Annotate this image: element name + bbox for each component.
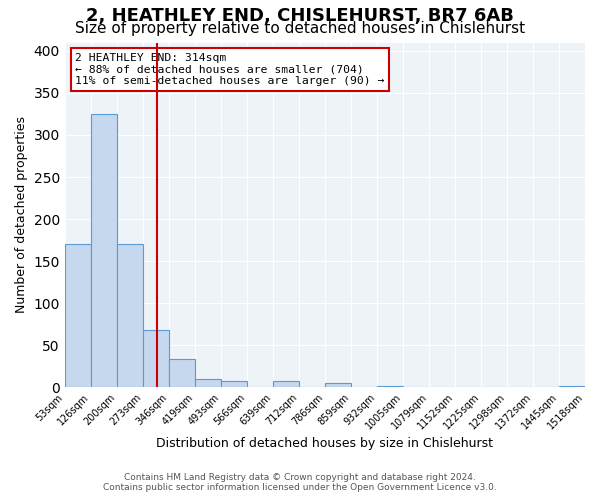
Text: 2 HEATHLEY END: 314sqm
← 88% of detached houses are smaller (704)
11% of semi-de: 2 HEATHLEY END: 314sqm ← 88% of detached… — [75, 53, 385, 86]
Bar — [65, 244, 91, 388]
Text: Contains HM Land Registry data © Crown copyright and database right 2024.
Contai: Contains HM Land Registry data © Crown c… — [103, 473, 497, 492]
Bar — [377, 386, 403, 388]
Bar — [117, 244, 143, 388]
Bar — [91, 114, 117, 388]
Bar — [143, 330, 169, 388]
Bar — [273, 380, 299, 388]
Text: Size of property relative to detached houses in Chislehurst: Size of property relative to detached ho… — [75, 21, 525, 36]
X-axis label: Distribution of detached houses by size in Chislehurst: Distribution of detached houses by size … — [157, 437, 493, 450]
Text: 2, HEATHLEY END, CHISLEHURST, BR7 6AB: 2, HEATHLEY END, CHISLEHURST, BR7 6AB — [86, 8, 514, 26]
Bar — [559, 386, 585, 388]
Y-axis label: Number of detached properties: Number of detached properties — [15, 116, 28, 314]
Bar — [221, 380, 247, 388]
Bar — [195, 379, 221, 388]
Bar — [325, 383, 351, 388]
Bar — [169, 358, 195, 388]
